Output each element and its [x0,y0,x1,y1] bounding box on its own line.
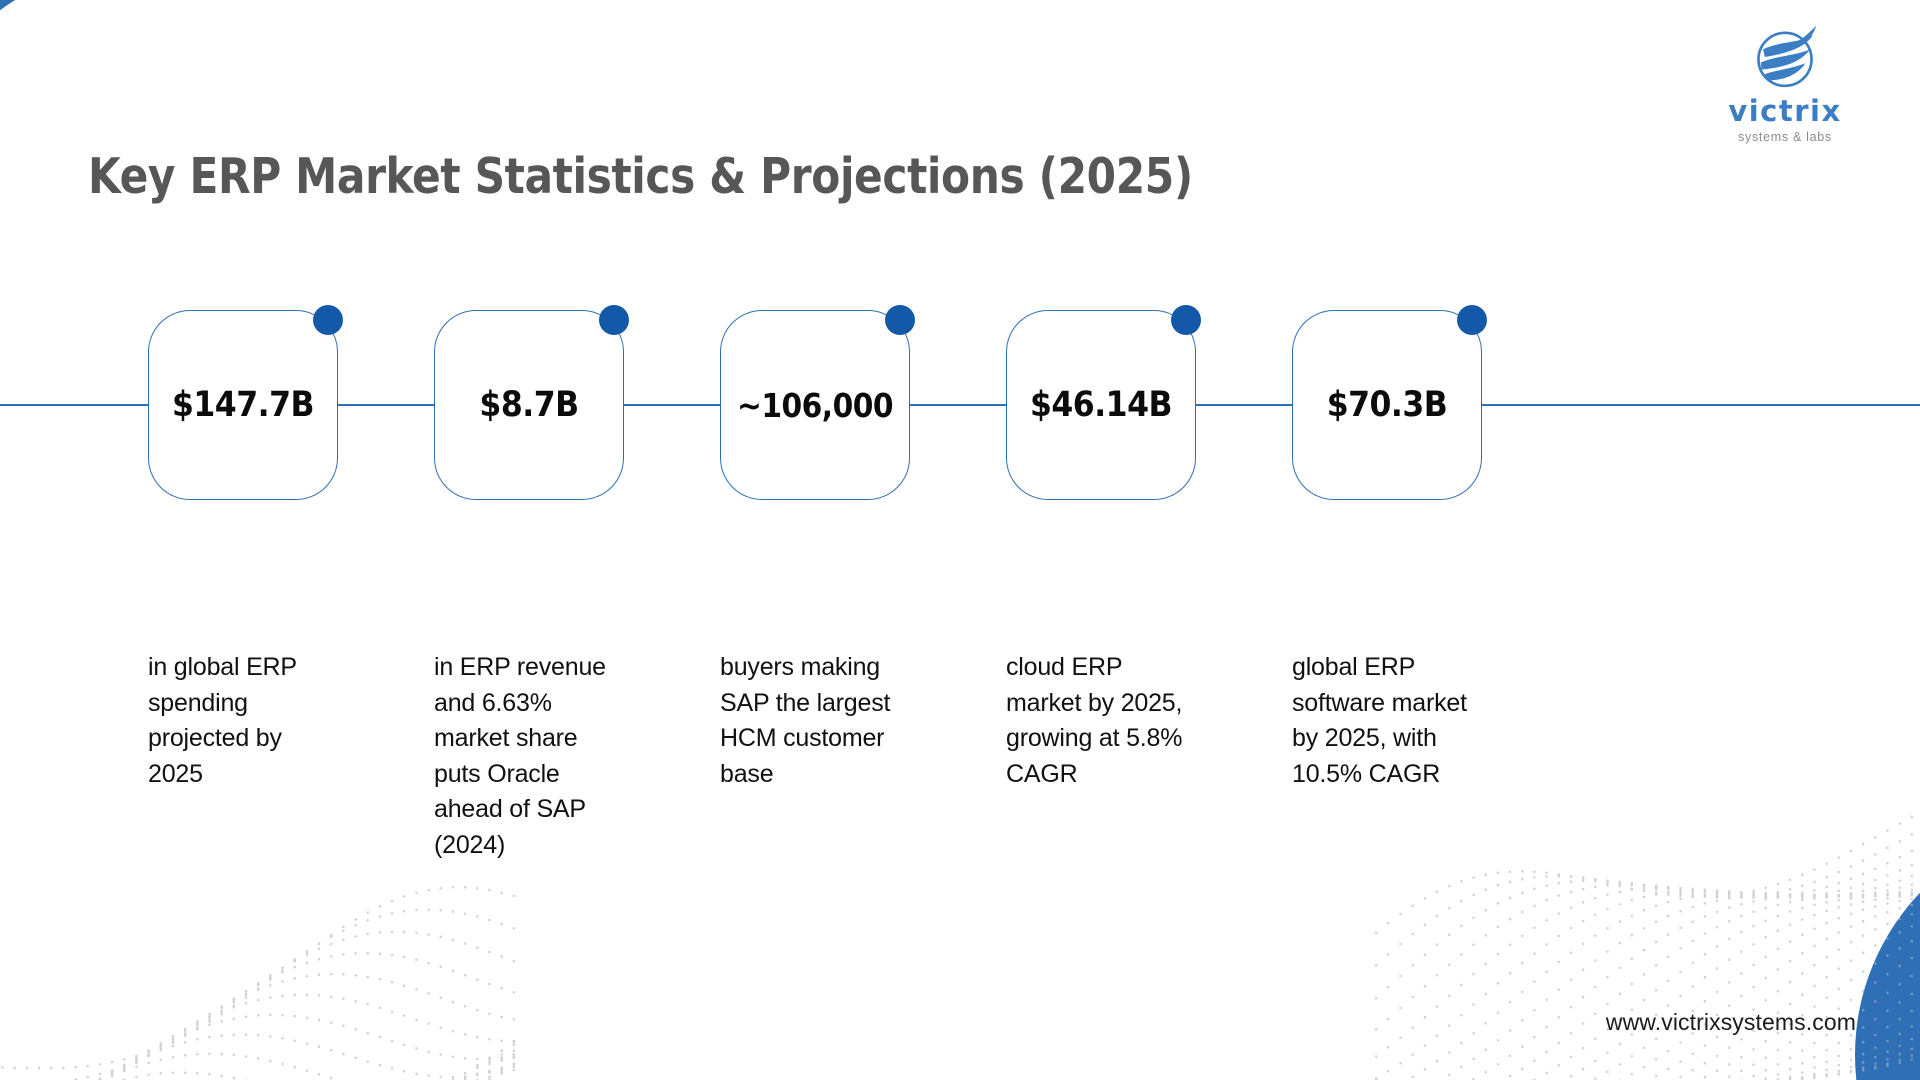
card-corner-dot-icon [599,305,629,335]
stat-card[interactable]: $70.3B [1292,305,1487,500]
card-corner-dot-icon [1457,305,1487,335]
stat-caption: buyers making SAP the largest HCM custom… [720,653,891,788]
timeline-rail [0,404,1920,406]
card-corner-dot-icon [313,305,343,335]
stat-caption: cloud ERP market by 2025, growing at 5.8… [1006,653,1183,788]
stat-value: $46.14B [1029,385,1173,425]
stat-caption: in global ERP spending projected by 2025 [148,653,297,788]
stat-value: $147.7B [171,385,315,425]
stat-card[interactable]: $8.7B [434,305,629,500]
brand-logo: victrix systems & labs [1710,18,1860,144]
card-corner-dot-icon [885,305,915,335]
stat-value: $70.3B [1326,385,1448,425]
footer-website[interactable]: www.victrixsystems.com [1605,1009,1856,1035]
stat-caption: in ERP revenue and 6.63% market share pu… [434,653,606,859]
logo-wordmark: victrix [1728,94,1842,128]
victrix-globe-logo-icon [1757,25,1817,88]
stat-caption: global ERP software market by 2025, with… [1292,653,1467,788]
stat-value: ~106,000 [736,385,894,425]
page-title: Key ERP Market Statistics & Projections … [88,148,1193,205]
stat-caption-row: in global ERP spending projected by 2025… [0,650,1920,863]
stat-card[interactable]: ~106,000 [720,305,915,500]
stat-value: $8.7B [479,385,579,425]
logo-tagline: systems & labs [1738,129,1832,144]
stat-card-row: $147.7B $8.7B ~106,000 $46.14B $70.3B [0,305,1920,500]
stat-card[interactable]: $147.7B [148,305,343,500]
stat-card[interactable]: $46.14B [1006,305,1201,500]
card-corner-dot-icon [1171,305,1201,335]
